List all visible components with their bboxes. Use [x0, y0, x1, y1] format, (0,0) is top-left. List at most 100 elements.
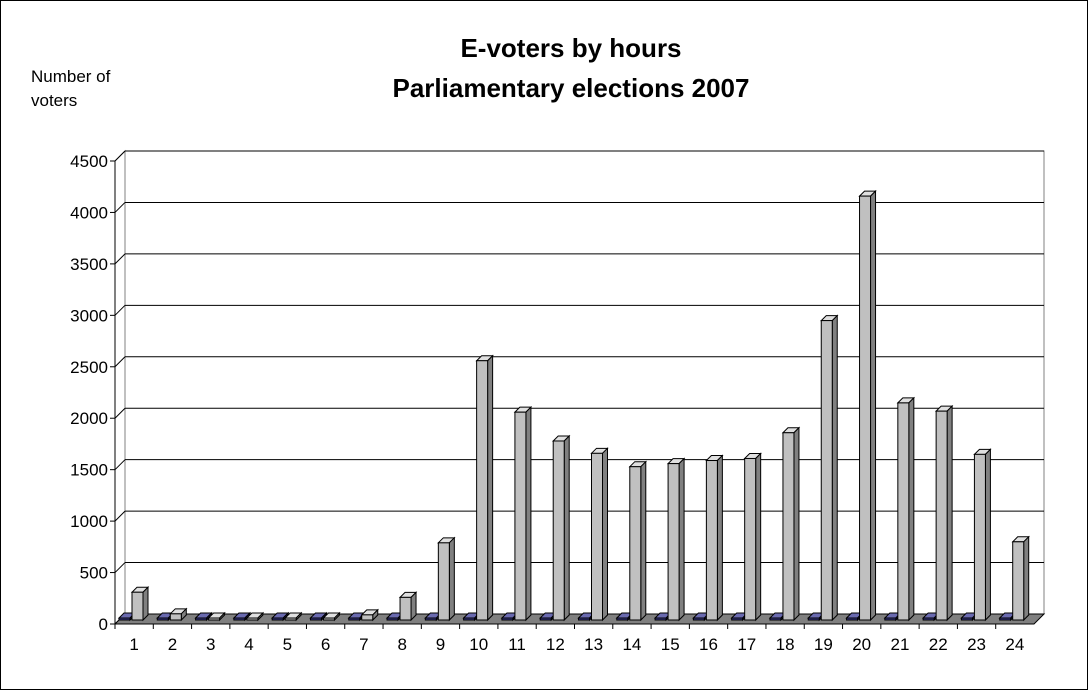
bar-series1: [501, 617, 514, 621]
x-tick-label: 14: [622, 635, 641, 654]
x-tick-label: 10: [469, 635, 488, 654]
bar-series2: [552, 440, 565, 621]
y-tick-label: 1000: [70, 512, 108, 531]
bar-series1: [654, 617, 667, 621]
bar-series2: [361, 614, 374, 621]
bar-series2-side: [525, 405, 532, 622]
bar-series1: [424, 617, 437, 621]
bar-series1: [463, 617, 476, 621]
bar-series2: [591, 452, 603, 621]
bar-series2-side: [487, 354, 494, 622]
bar-series2: [169, 613, 182, 621]
bar-series2: [322, 617, 335, 621]
bar-series2: [131, 591, 144, 621]
x-tick-label: 23: [967, 635, 986, 654]
bar-series1: [884, 617, 897, 621]
bar-series1: [348, 617, 361, 621]
bar-series2-side: [946, 404, 953, 622]
bar-series2: [284, 617, 297, 621]
gridline-side: [114, 150, 126, 162]
bar-series2: [667, 463, 680, 621]
bar-series1: [309, 617, 322, 621]
x-tick-label: 16: [699, 635, 718, 654]
x-tick-label: 7: [359, 635, 368, 654]
gridline-side: [114, 304, 126, 316]
bar-series2-side: [142, 586, 149, 622]
y-tick-label: 2000: [70, 409, 108, 428]
bar-series2-side: [602, 447, 608, 622]
bar-series1: [769, 617, 782, 621]
bar-series1: [118, 617, 131, 621]
bar-series1: [539, 617, 552, 621]
y-tick-label: 2500: [70, 358, 108, 377]
x-tick-label: 9: [436, 635, 445, 654]
bar-series2: [897, 402, 910, 621]
bar-series2-side: [678, 457, 685, 622]
bar-series1: [999, 617, 1012, 621]
bar-series2: [935, 410, 948, 621]
bar-series1: [960, 617, 973, 621]
bar-series2-side: [448, 536, 455, 622]
x-tick-label: 5: [283, 635, 292, 654]
bar-series2: [744, 457, 757, 621]
bar-series2-side: [716, 454, 723, 622]
bar-series2-side: [410, 591, 417, 622]
gridline-side: [114, 459, 126, 471]
bar-series2: [782, 432, 795, 621]
y-axis-label: Number of voters: [31, 67, 111, 110]
bar-series2: [973, 453, 986, 621]
y-tick-label: 0: [99, 615, 108, 634]
bar-series1: [807, 617, 820, 621]
x-tick-label: 15: [661, 635, 680, 654]
bar-series2: [705, 460, 718, 621]
y-tick-label: 4500: [70, 152, 108, 171]
bar-series1: [846, 617, 859, 621]
y-tick-label: 3500: [70, 255, 108, 274]
bar-series2-side: [755, 452, 762, 622]
x-tick-label: 17: [737, 635, 756, 654]
bar-series2-side: [1023, 535, 1030, 622]
side-wall: [114, 149, 126, 626]
bar-series1: [156, 617, 169, 621]
y-tick-label: 500: [80, 564, 108, 583]
bar-series2: [629, 466, 642, 621]
bar-series2: [437, 542, 450, 621]
x-tick-label: 19: [814, 635, 833, 654]
gridline-side: [114, 253, 126, 265]
bar-series1: [195, 617, 208, 621]
gridline-side: [114, 562, 126, 573]
bar-series2-side: [563, 434, 570, 622]
y-tick-label: 1500: [70, 461, 108, 480]
bar-series2: [1012, 541, 1025, 621]
x-tick-label: 2: [168, 635, 177, 654]
bar-series1: [233, 617, 246, 621]
x-tick-label: 1: [129, 635, 138, 654]
x-tick-label: 22: [929, 635, 948, 654]
x-tick-label: 6: [321, 635, 330, 654]
bar-series2-side: [640, 460, 647, 622]
bar-series2: [246, 617, 259, 621]
y-tick-label: 4000: [70, 203, 108, 222]
x-tick-label: 12: [546, 635, 565, 654]
x-tick-label: 18: [776, 635, 795, 654]
bar-series2: [399, 596, 412, 621]
gridline-side: [114, 356, 126, 368]
bar-series2-side: [870, 189, 877, 622]
chart-title-line-1: E-voters by hours: [460, 33, 682, 63]
bar-series2-side: [908, 396, 915, 622]
bar-series2: [514, 411, 527, 621]
x-tick-label: 11: [508, 635, 526, 654]
y-tick-label: 3000: [70, 306, 108, 325]
bar-series2: [859, 195, 872, 621]
x-tick-label: 4: [244, 635, 253, 654]
bar-series1: [616, 617, 629, 621]
gridline-side: [114, 510, 126, 522]
bar-series2: [208, 617, 221, 621]
bar-series2-side: [831, 314, 838, 622]
bar-series2: [820, 320, 833, 621]
bar-series1: [578, 617, 590, 621]
x-tick-label: 24: [1005, 635, 1024, 654]
gridline-side: [114, 407, 126, 419]
